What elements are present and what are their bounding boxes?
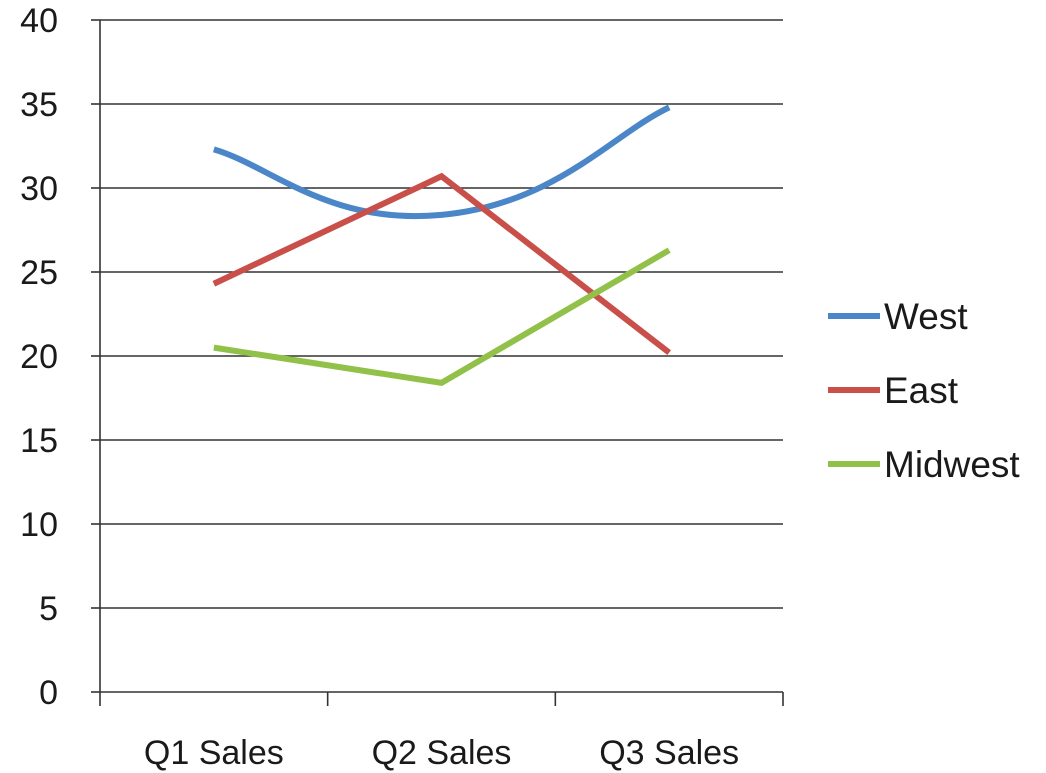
- legend: West East Midwest: [828, 296, 1020, 485]
- series-line-midwest: [213, 247, 671, 387]
- y-tick-label: 5: [39, 590, 58, 628]
- legend-label: West: [884, 296, 968, 337]
- legend-item-midwest: Midwest: [828, 444, 1020, 485]
- legend-item-west: West: [828, 296, 968, 337]
- y-tick-label: 10: [20, 506, 58, 544]
- x-category-label: Q3 Sales: [599, 734, 739, 772]
- y-axis-tick-labels: 0 5 10 15 20 25 30 35 40: [20, 2, 58, 712]
- data-series: [212, 104, 672, 387]
- y-tick-label: 20: [20, 338, 58, 376]
- y-tick-label: 0: [39, 674, 58, 712]
- y-tick-label: 25: [20, 254, 58, 292]
- y-tick-label: 30: [20, 170, 58, 208]
- y-tick-label: 35: [20, 86, 58, 124]
- x-category-label: Q2 Sales: [372, 734, 512, 772]
- x-axis-category-labels: Q1 Sales Q2 Sales Q3 Sales: [144, 734, 739, 772]
- series-line-west: [213, 104, 671, 220]
- y-tick-label: 40: [20, 2, 58, 40]
- gridlines: [100, 19, 783, 609]
- y-tick-label: 15: [20, 422, 58, 460]
- axes: [91, 19, 784, 706]
- series-line-east: [212, 172, 672, 356]
- x-category-label: Q1 Sales: [144, 734, 284, 772]
- legend-label: East: [884, 370, 959, 411]
- legend-label: Midwest: [884, 444, 1020, 485]
- legend-item-east: East: [828, 370, 959, 411]
